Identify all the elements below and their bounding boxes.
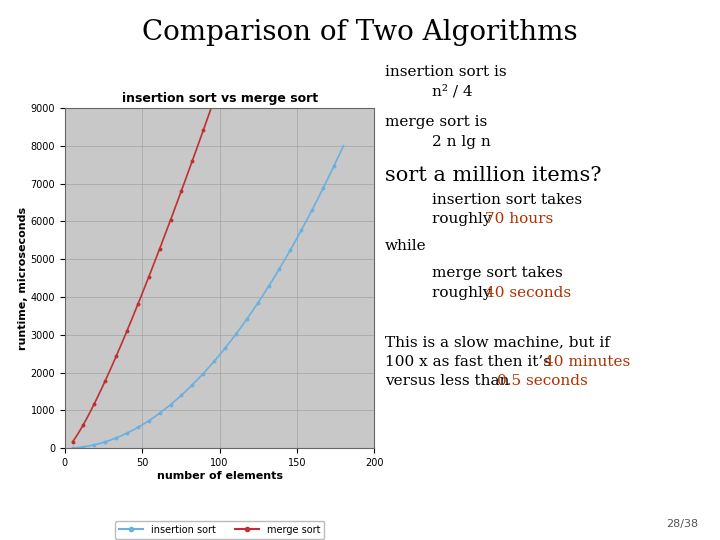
Legend: insertion sort, merge sort: insertion sort, merge sort bbox=[114, 521, 325, 538]
Text: 28/38: 28/38 bbox=[666, 519, 698, 529]
X-axis label: number of elements: number of elements bbox=[157, 471, 283, 481]
Text: merge sort takes: merge sort takes bbox=[432, 266, 563, 280]
Text: 2 n lg n: 2 n lg n bbox=[432, 135, 491, 149]
Text: insertion sort is: insertion sort is bbox=[385, 65, 507, 79]
Title: insertion sort vs merge sort: insertion sort vs merge sort bbox=[122, 92, 318, 105]
Text: 100 x as fast then it’s: 100 x as fast then it’s bbox=[385, 355, 556, 369]
Text: 70 hours: 70 hours bbox=[485, 212, 553, 226]
Text: versus less than: versus less than bbox=[385, 374, 515, 388]
Text: This is a slow machine, but if: This is a slow machine, but if bbox=[385, 335, 610, 349]
Text: roughly: roughly bbox=[432, 286, 496, 300]
Text: roughly: roughly bbox=[432, 212, 496, 226]
Text: insertion sort takes: insertion sort takes bbox=[432, 193, 582, 207]
Text: Comparison of Two Algorithms: Comparison of Two Algorithms bbox=[142, 19, 578, 46]
Text: n² / 4: n² / 4 bbox=[432, 85, 472, 99]
Text: 40 seconds: 40 seconds bbox=[485, 286, 571, 300]
Text: 40 minutes: 40 minutes bbox=[544, 355, 630, 369]
Text: while: while bbox=[385, 239, 427, 253]
Text: merge sort is: merge sort is bbox=[385, 115, 487, 129]
Text: sort a million items?: sort a million items? bbox=[385, 166, 602, 185]
Y-axis label: runtime, microseconds: runtime, microseconds bbox=[18, 206, 27, 350]
Text: 0.5 seconds: 0.5 seconds bbox=[498, 374, 588, 388]
